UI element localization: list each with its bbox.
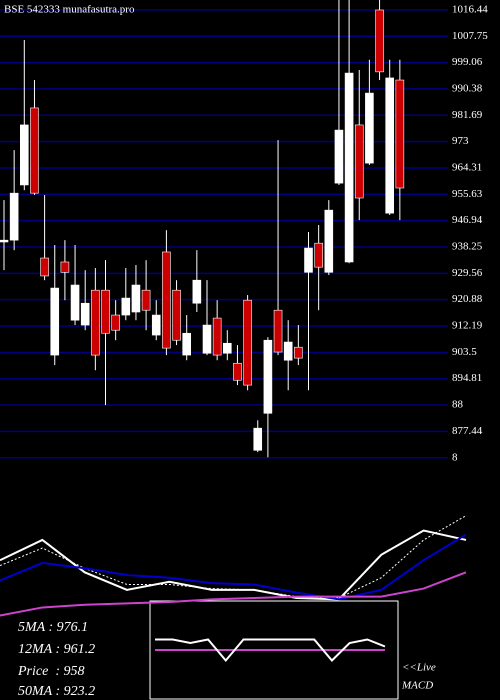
candle-body [19,124,29,186]
candle-body [263,339,273,414]
candle-body [0,239,9,243]
candle-body [243,299,252,386]
candle-body [223,342,232,354]
y-tick-label: 903.5 [452,346,477,358]
candle-body [202,324,212,354]
y-tick-label: 999.06 [452,56,483,68]
y-tick-label: 938.25 [452,241,483,253]
y-tick-label: 964.31 [452,161,482,173]
candle-body [80,302,90,326]
y-tick-label: 973 [452,135,469,147]
candle-body [365,92,374,164]
candle-body [30,107,39,194]
indicator-line [0,571,467,617]
candle-body [344,72,354,263]
candle-body [121,297,131,316]
y-tick-label: 912.19 [452,320,483,332]
candle-body [162,251,171,349]
candle-body [70,284,80,321]
indicator-line [0,515,467,599]
legend-text: 5MA : 976.1 [18,620,88,635]
candle-body [385,77,395,214]
y-tick-label: 946.94 [452,214,483,226]
live-label: <<Live [402,662,436,674]
candle-body [314,242,323,268]
candle-body [354,124,364,199]
candle-body [141,289,151,311]
candle-body [91,289,100,356]
y-tick-label: 990.38 [452,82,483,94]
y-tick-label: 877.44 [452,425,483,437]
candle-body [233,362,242,381]
candle-body [192,279,202,304]
legend-text: Price : 958 [17,664,84,679]
candle-body [375,9,384,73]
candle-body [395,79,405,189]
candle-body [334,129,344,184]
candle-body [50,287,60,356]
y-tick-label: 920.88 [452,293,483,305]
candle-body [111,314,120,331]
chart-title: BSE 542333 munafasutra.pro [4,4,135,16]
macd-label: MACD [401,680,433,692]
candle-body [101,289,110,334]
indicator-line [155,638,386,663]
y-tick-label: 981.69 [452,109,483,121]
candle-body [151,314,161,336]
y-tick-label: 8 [452,451,458,463]
candle-body [294,346,303,359]
candle-body [304,247,313,273]
candle-body [172,289,181,341]
candle-body [283,341,293,361]
y-tick-label: 894.81 [452,372,482,384]
y-tick-label: 1007.75 [452,30,488,42]
y-tick-label: 955.63 [452,188,483,200]
candle-body [40,257,49,277]
candle-body [131,284,141,313]
indicator-line [0,533,467,601]
candle-body [273,309,283,353]
candle-body [182,332,191,356]
legend-text: 12MA : 961.2 [18,642,95,657]
candle-body [60,261,70,273]
y-tick-label: 929.56 [452,267,483,279]
y-tick-label: 88 [452,399,464,411]
candle-body [212,317,222,356]
legend-text: 50MA : 923.2 [18,684,95,699]
candle-body [253,427,263,451]
candle-body [324,209,334,273]
candle-body [9,192,19,241]
y-tick-label: 1016.44 [452,3,488,15]
